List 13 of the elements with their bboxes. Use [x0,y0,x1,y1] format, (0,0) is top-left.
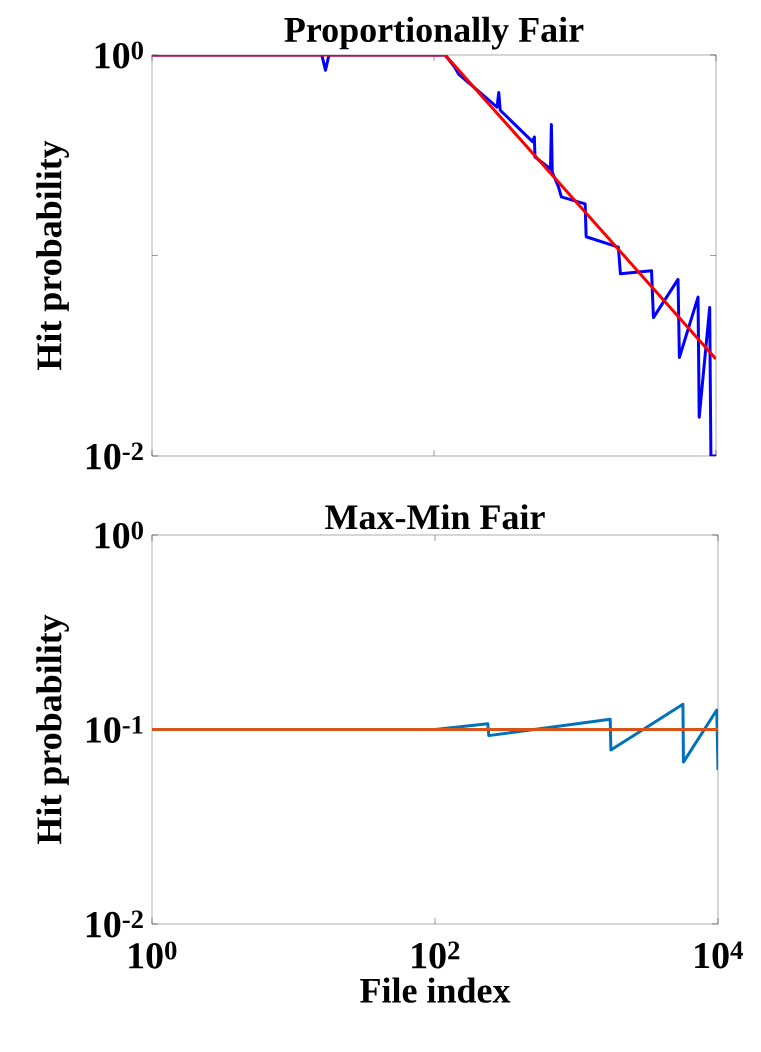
y-tick-label: 10$^{0}$ [95,521,143,549]
x-tick-label: 10$^{2}$ [412,941,460,969]
x-tick-label: 10$^{4}$ [695,941,743,969]
y-axis-title: Hit probability [36,140,69,371]
y-tick-label: 10$^{-2}$ [86,442,143,470]
x-tick-label: 10$^{0}$ [129,941,177,969]
y-axis-title: Hit probability [36,614,69,845]
chart-title: Max-Min Fair [325,504,545,530]
chart-title: Proportionally Fair [284,16,584,50]
y-tick-label: 10$^{0}$ [95,41,143,69]
y-tick-label: 10$^{-1}$ [86,716,143,743]
x-axis-title: File index [360,977,511,1003]
y-tick-label: 10$^{-2}$ [86,910,143,938]
